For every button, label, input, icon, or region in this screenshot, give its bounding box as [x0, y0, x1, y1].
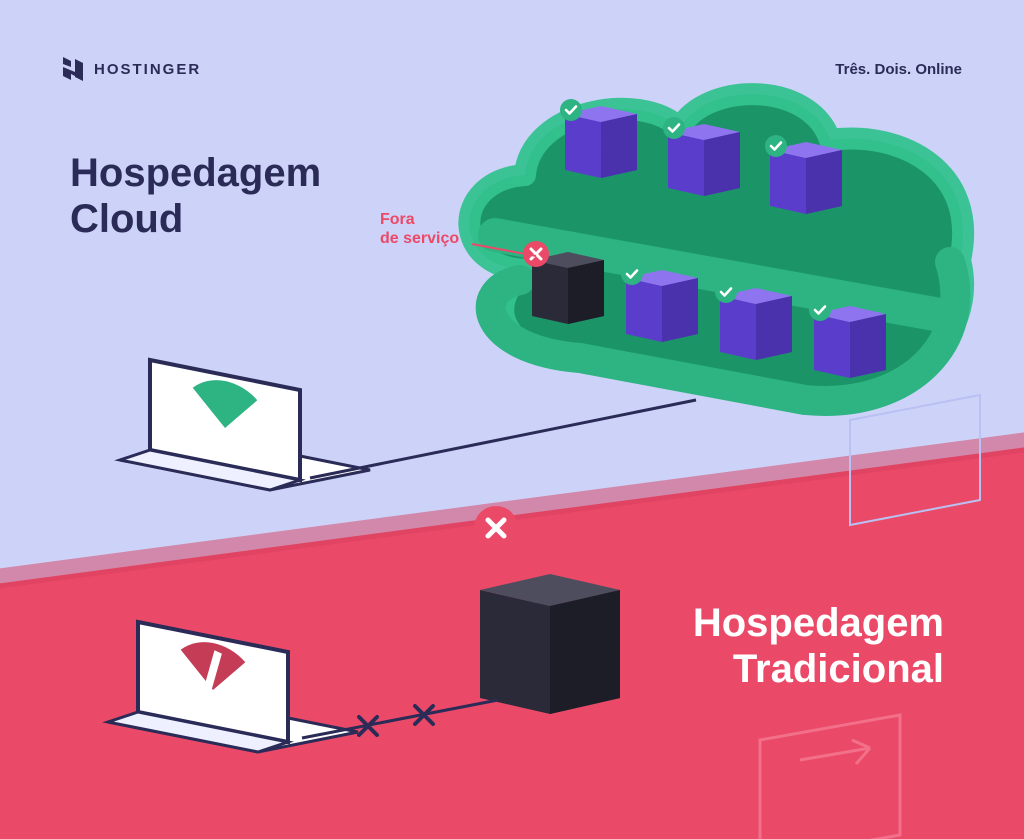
cloud-title-line2: Cloud [70, 196, 321, 242]
header: HOSTINGER Três. Dois. Online [62, 56, 962, 82]
laptop-cloud [120, 360, 370, 490]
traditional-hosting-title: Hospedagem Tradicional [693, 600, 944, 692]
cloud-hosting-title: Hospedagem Cloud [70, 150, 321, 242]
trad-title-line2: Tradicional [693, 646, 944, 692]
out-line2: de serviço [380, 229, 459, 248]
brand-tagline: Três. Dois. Online [835, 61, 962, 78]
connection-line-cloud [310, 400, 696, 478]
out-of-service-label: Fora de serviço [380, 210, 459, 248]
trad-title-line1: Hospedagem [693, 600, 944, 646]
cloud-title-line1: Hospedagem [70, 150, 321, 196]
out-line1: Fora [380, 210, 459, 229]
hostinger-logo-icon [62, 56, 84, 82]
brand-logo: HOSTINGER [62, 56, 201, 82]
brand-name: HOSTINGER [94, 61, 201, 78]
diagram-artwork [0, 0, 1024, 839]
